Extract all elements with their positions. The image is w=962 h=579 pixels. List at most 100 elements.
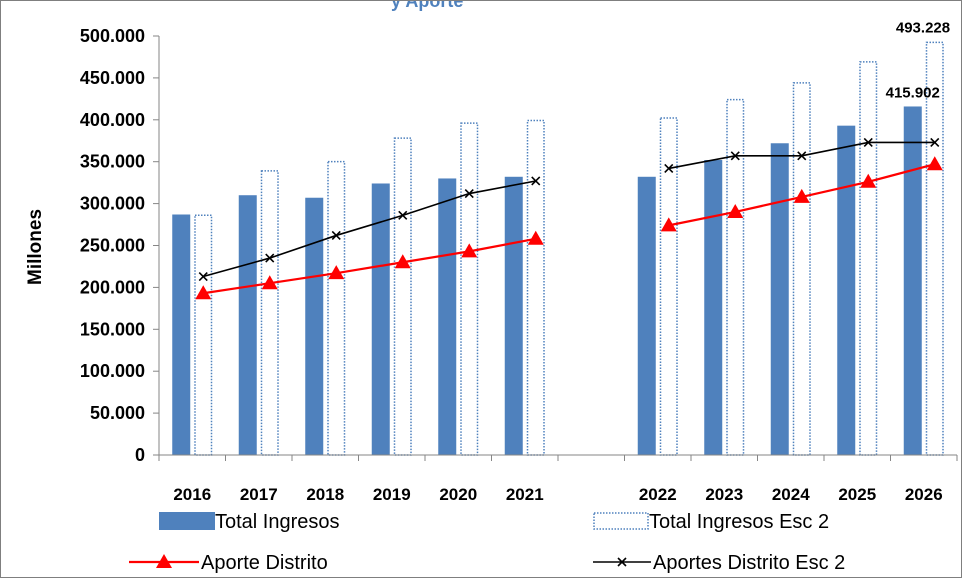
bar-total-ingresos [305,197,324,455]
legend-marker-aportes-distrito-esc-2 [617,557,627,567]
point-aportes-distrito-esc-2 [797,151,807,161]
x-tick-label: 2024 [772,485,810,504]
x-marker-stroke [198,271,208,282]
x-tick-label: 2019 [373,485,411,504]
y-tick-label: 150.000 [80,319,145,339]
bar-total-ingresos [903,106,922,455]
x-tick-label: 2023 [705,485,743,504]
point-aportes-distrito-esc-2 [531,176,541,186]
point-aporte-distrito [926,156,943,171]
bar-total-ingresos-esc-2 [925,41,944,456]
x-tick-label: 2016 [173,485,211,504]
point-aporte-distrito [261,275,278,290]
bar-total-ingresos [238,195,257,455]
point-aporte-distrito [195,285,212,300]
y-tick-label: 50.000 [90,403,145,423]
x-marker-stroke [265,253,275,263]
point-aportes-distrito-esc-2 [930,137,940,147]
bar-total-ingresos-esc-2 [260,170,279,456]
legend-label-total-ingresos: Total Ingresos [215,511,340,533]
x-marker-stroke [797,151,807,161]
point-aporte-distrito [394,254,411,269]
x-axis: 2016 2017 2018 2019 2020 2021 2022 2023 2024 2025… [158,454,958,504]
x-marker-stroke [863,137,873,147]
bar-total-ingresos-esc-2 [194,214,213,456]
point-aportes-distrito-esc-2 [265,253,275,263]
bar-total-ingresos [504,176,523,455]
point-aporte-distrito [461,243,478,258]
bar-total-ingresos-esc-2 [526,119,545,456]
y-tick-label: 450.000 [80,68,145,88]
legend-label-total-ingresos-esc-2: Total Ingresos Esc 2 [649,511,829,533]
bar-total-ingresos-esc-2 [726,98,745,456]
point-aporte-distrito [793,188,810,203]
bar-total-ingresos [837,125,856,455]
bar-total-ingresos [371,183,390,455]
point-aporte-distrito [727,203,744,218]
x-marker-stroke [930,137,940,147]
bar-total-ingresos [704,160,723,456]
bars [172,41,944,456]
bar-total-ingresos-esc-2 [327,160,346,456]
x-marker-stroke [331,230,341,241]
y-tick-label: 400.000 [80,110,145,130]
x-tick-label: 2026 [905,485,943,504]
data-label: 415.902 [886,84,940,101]
x-tick-label: 2018 [306,485,344,504]
legend-swatch-total-ingresos [159,512,215,530]
legend-label-aporte-distrito: Aporte Distrito [201,552,328,574]
x-tick-label: 2025 [838,485,876,504]
bar-total-ingresos [438,178,457,455]
x-marker-stroke [531,176,541,186]
bar-total-ingresos-esc-2 [659,117,678,456]
bar-total-ingresos [172,214,191,455]
x-marker-stroke [464,188,474,199]
x-marker-stroke [730,151,740,161]
bar-total-ingresos-esc-2 [792,82,811,456]
x-tick-label: 2020 [439,485,477,504]
point-aporte-distrito [660,217,677,232]
line-aportes-distrito-esc-2 [203,180,536,278]
line-aporte-distrito [203,237,536,295]
y-tick-label: 300.000 [80,194,145,214]
bar-total-ingresos-esc-2 [460,122,479,456]
y-tick-label: 200.000 [80,277,145,297]
data-label: 493.228 [896,20,950,37]
data-labels: 415.902 493.228 [886,20,950,102]
legend-label-aportes-distrito-esc-2: Aportes Distrito Esc 2 [653,552,845,574]
y-tick-label: 0 [135,445,145,465]
x-marker-stroke [664,163,674,173]
chart-title-fragment: y Aporte [391,1,463,11]
point-aportes-distrito-esc-2 [863,137,873,147]
x-marker-stroke [398,210,408,220]
legend: Total Ingresos Total Ingresos Esc 2 Aporte… [129,511,845,574]
point-aporte-distrito [328,265,345,280]
bar-total-ingresos-esc-2 [393,137,412,456]
point-aporte-distrito [860,173,877,188]
point-aportes-distrito-esc-2 [730,151,740,161]
point-aportes-distrito-esc-2 [664,163,674,173]
x-marker-stroke [617,557,627,567]
x-tick-label: 2021 [506,485,544,504]
y-axis-label: Millones [25,209,46,285]
point-aportes-distrito-esc-2 [198,271,208,282]
point-aporte-distrito [527,230,544,245]
bar-total-ingresos [770,143,789,455]
y-tick-label: 100.000 [80,361,145,381]
bar-total-ingresos [637,176,656,455]
y-tick-label: 350.000 [80,152,145,172]
y-axis: 0 50.000 100.000 150.000 200.000 250.000 300.0… [80,26,160,465]
lines [195,137,943,300]
point-aportes-distrito-esc-2 [464,188,474,199]
point-aportes-distrito-esc-2 [398,210,408,220]
bar-total-ingresos-esc-2 [859,61,878,456]
y-tick-label: 500.000 [80,26,145,46]
x-tick-label: 2022 [639,485,677,504]
legend-swatch-total-ingresos-esc-2 [593,512,649,530]
legend-marker-aporte-distrito [156,554,172,568]
x-tick-label: 2017 [240,485,278,504]
point-aportes-distrito-esc-2 [331,230,341,241]
y-tick-label: 250.000 [80,236,145,256]
